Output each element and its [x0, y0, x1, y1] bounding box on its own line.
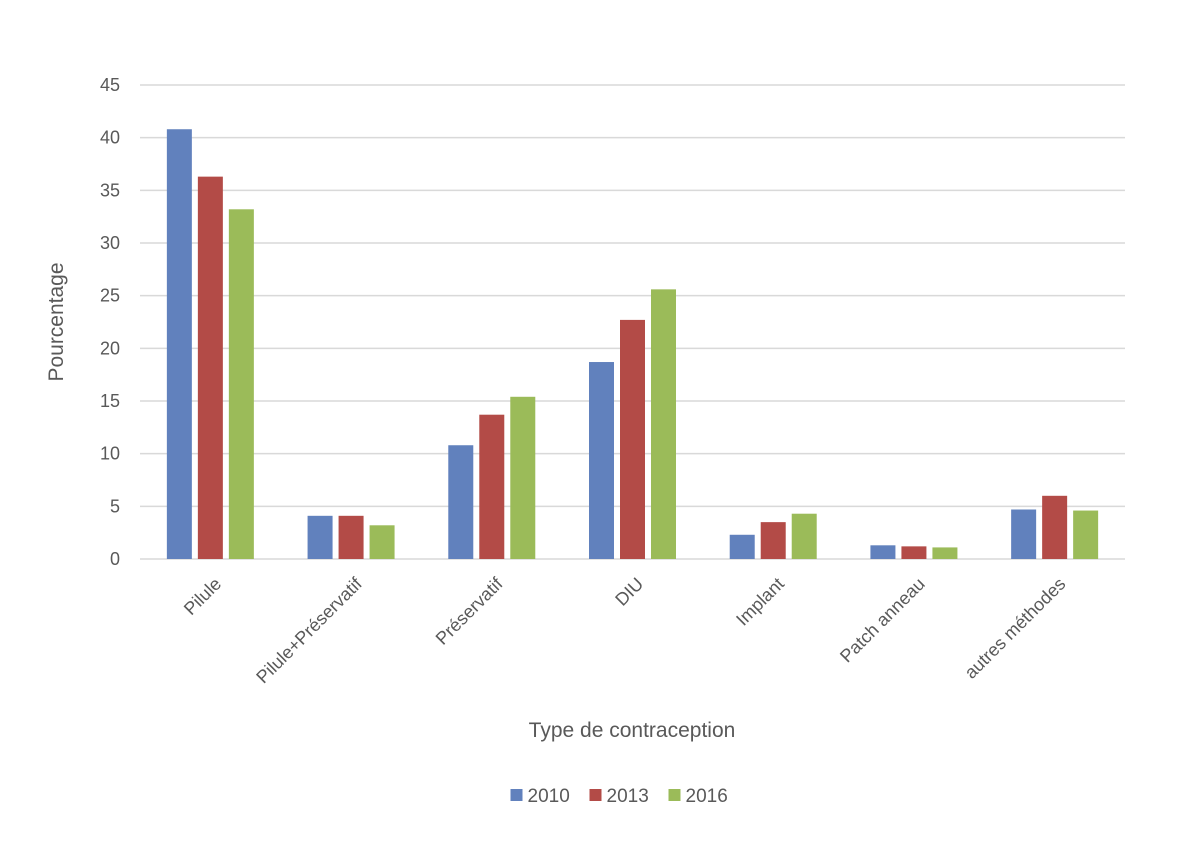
bar [1073, 510, 1099, 559]
bar [369, 525, 395, 559]
bar [1011, 509, 1037, 559]
bar [448, 445, 474, 559]
y-tick-label: 35 [100, 180, 120, 200]
y-tick-label: 10 [100, 444, 120, 464]
bar [197, 176, 223, 559]
bars [166, 129, 1099, 560]
x-axis-title: Type de contraception [529, 719, 736, 742]
bar [901, 546, 927, 559]
x-tick-label: DIU [611, 574, 647, 610]
legend-label: 2013 [607, 786, 649, 807]
bar [479, 414, 505, 559]
y-tick-label: 25 [100, 286, 120, 306]
legend: 2010 2013 2016 [510, 786, 728, 807]
y-tick-labels: 0 5 10 15 20 25 30 35 40 45 [100, 75, 120, 569]
x-tick-label: Implant [732, 574, 788, 630]
y-tick-label: 45 [100, 75, 120, 95]
bar [589, 362, 614, 559]
y-axis-title: Pourcentage [45, 262, 68, 381]
bar [620, 319, 645, 559]
y-tick-label: 30 [100, 233, 120, 253]
bar [760, 522, 786, 559]
x-tick-label: autres méthodes [961, 574, 1070, 683]
legend-label: 2010 [528, 786, 570, 807]
x-tick-labels: Pilule Pilule+Préservatif Préservatif DIU Im… [180, 573, 1070, 687]
x-tick-label: Préservatif [432, 573, 508, 649]
bar [932, 547, 958, 559]
x-tick-label: Pilule [180, 574, 225, 619]
bar [510, 396, 536, 559]
y-tick-label: 5 [110, 496, 120, 516]
legend-swatch [510, 789, 523, 801]
x-tick-label: Patch anneau [836, 574, 929, 667]
bar [228, 209, 254, 559]
bar [1042, 495, 1068, 559]
bar [729, 534, 755, 559]
bar [870, 545, 896, 559]
bar [651, 289, 676, 559]
y-tick-label: 40 [100, 128, 120, 148]
y-tick-label: 15 [100, 391, 120, 411]
legend-swatch [589, 789, 602, 801]
bar [791, 513, 817, 559]
bar [338, 515, 364, 559]
x-tick-label: Pilule+Préservatif [252, 573, 366, 687]
y-tick-label: 0 [110, 549, 120, 569]
bar [166, 129, 192, 560]
y-tick-label: 20 [100, 338, 120, 358]
legend-swatch [668, 789, 681, 801]
bar [307, 515, 333, 559]
legend-label: 2016 [686, 786, 728, 807]
